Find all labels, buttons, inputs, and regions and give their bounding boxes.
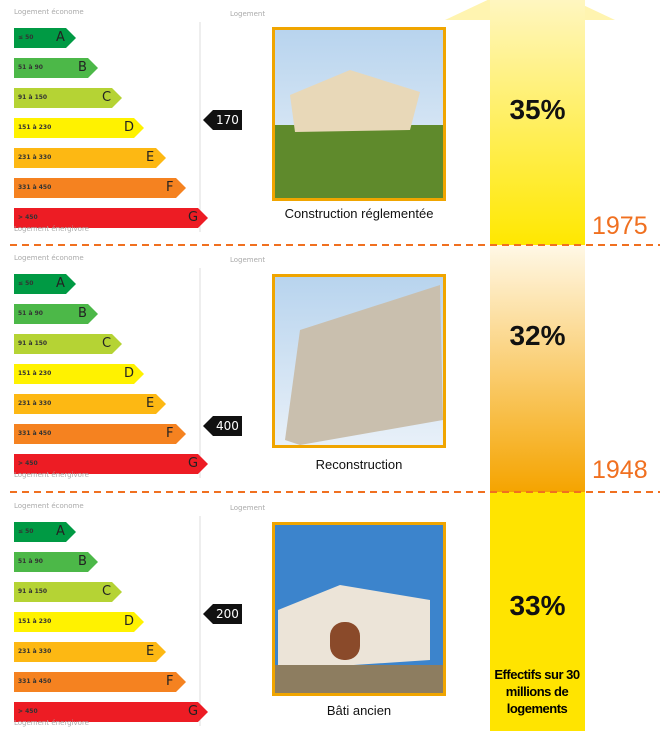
- photo: [275, 665, 443, 693]
- band-letter: B: [78, 554, 87, 569]
- indicator-value: 200: [216, 607, 239, 621]
- band-range: 91 à 150: [18, 340, 47, 347]
- band-letter: G: [188, 704, 198, 719]
- scale-bottom: Logement énergivore: [14, 719, 89, 727]
- band-letter: F: [166, 180, 173, 195]
- caption: Construction réglementée: [284, 206, 434, 221]
- infographic: 1975 1948 Effectifs sur 30 millions de l…: [0, 0, 669, 731]
- band-range: 51 à 90: [18, 310, 43, 317]
- scale-top: Logement économe: [14, 254, 84, 262]
- scale-bottom: Logement énergivore: [14, 225, 89, 233]
- indicator-value: 170: [216, 113, 239, 127]
- scale-top: Logement économe: [14, 8, 84, 16]
- band-letter: B: [78, 60, 87, 75]
- band-letter: A: [56, 524, 65, 539]
- band-letter: G: [188, 456, 198, 471]
- band-range: 331 à 450: [18, 678, 51, 685]
- photo: [330, 622, 360, 660]
- band-letter: C: [102, 90, 111, 105]
- band-range: 151 à 230: [18, 618, 51, 625]
- band-range: > 450: [18, 460, 38, 467]
- band-range: 51 à 90: [18, 558, 43, 565]
- scale-header: Logement: [230, 256, 265, 264]
- band-range: 151 à 230: [18, 370, 51, 377]
- percentage: 33%: [490, 590, 585, 622]
- band-letter: D: [124, 614, 134, 629]
- scale-bottom: Logement énergivore: [14, 471, 89, 479]
- band-range: 231 à 330: [18, 154, 51, 161]
- indicator-value: 400: [216, 419, 239, 433]
- caption: Bâti ancien: [284, 703, 434, 718]
- year: 1975: [592, 212, 648, 241]
- band-letter: D: [124, 366, 134, 381]
- band-letter: F: [166, 674, 173, 689]
- band-letter: E: [146, 644, 154, 659]
- band-range: > 450: [18, 214, 38, 221]
- caption: Reconstruction: [284, 457, 434, 472]
- band-range: ≤ 50: [18, 528, 33, 535]
- band-range: ≤ 50: [18, 280, 33, 287]
- band-letter: E: [146, 396, 154, 411]
- band-range: 91 à 150: [18, 588, 47, 595]
- band-letter: D: [124, 120, 134, 135]
- band-range: 331 à 450: [18, 184, 51, 191]
- band-letter: E: [146, 150, 154, 165]
- note: Effectifs sur 30 millions de logements: [487, 666, 587, 717]
- band-range: 151 à 230: [18, 124, 51, 131]
- band-letter: C: [102, 336, 111, 351]
- scale-header: Logement: [230, 10, 265, 18]
- band-letter: B: [78, 306, 87, 321]
- band-letter: G: [188, 210, 198, 225]
- year: 1948: [592, 456, 648, 485]
- band-range: ≤ 50: [18, 34, 33, 41]
- percentage: 32%: [490, 320, 585, 352]
- scale-header: Logement: [230, 504, 265, 512]
- band-letter: F: [166, 426, 173, 441]
- photo: [275, 125, 443, 198]
- band-range: > 450: [18, 708, 38, 715]
- percentage: 35%: [490, 94, 585, 126]
- band-range: 51 à 90: [18, 64, 43, 71]
- band-range: 331 à 450: [18, 430, 51, 437]
- scale-top: Logement économe: [14, 502, 84, 510]
- band-letter: A: [56, 276, 65, 291]
- band-range: 231 à 330: [18, 648, 51, 655]
- band-letter: A: [56, 30, 65, 45]
- arrow-segment: [490, 245, 585, 492]
- band-range: 231 à 330: [18, 400, 51, 407]
- band-range: 91 à 150: [18, 94, 47, 101]
- band-letter: C: [102, 584, 111, 599]
